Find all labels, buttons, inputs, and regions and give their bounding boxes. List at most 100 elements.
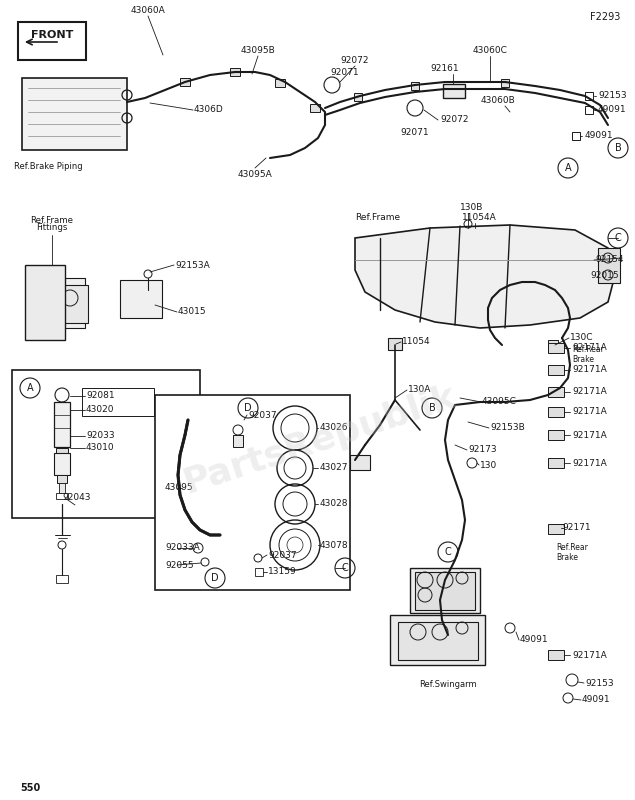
Text: 92171A: 92171A xyxy=(572,387,607,397)
Text: Ref.Swingarm: Ref.Swingarm xyxy=(419,680,477,689)
Text: A: A xyxy=(565,163,572,173)
Text: 13159: 13159 xyxy=(268,567,297,577)
Text: 130A: 130A xyxy=(408,386,431,394)
Bar xyxy=(585,106,593,114)
Text: 11054A: 11054A xyxy=(462,213,497,222)
Bar xyxy=(572,132,580,140)
Bar xyxy=(120,280,162,318)
Bar xyxy=(12,370,200,518)
Bar xyxy=(350,455,370,470)
Bar xyxy=(548,650,564,660)
Bar xyxy=(56,575,68,583)
Text: 130B: 130B xyxy=(460,203,483,212)
Text: 92071: 92071 xyxy=(331,68,359,77)
Bar xyxy=(398,622,478,660)
Bar xyxy=(548,407,564,417)
Text: 43095: 43095 xyxy=(165,483,194,493)
Text: 43095C: 43095C xyxy=(482,398,517,406)
Text: 92055: 92055 xyxy=(165,561,194,570)
Bar xyxy=(56,493,68,499)
Text: 92072: 92072 xyxy=(341,56,369,65)
Text: 92173: 92173 xyxy=(468,446,497,454)
Bar xyxy=(501,79,509,87)
Text: D: D xyxy=(244,403,252,413)
Bar xyxy=(548,524,564,534)
Text: C: C xyxy=(342,563,349,573)
Bar xyxy=(54,402,70,447)
Bar xyxy=(388,338,402,350)
Bar xyxy=(548,430,564,440)
Text: 49091: 49091 xyxy=(582,695,611,705)
Bar xyxy=(585,92,593,100)
Text: FRONT: FRONT xyxy=(31,30,73,40)
Text: 92037: 92037 xyxy=(268,550,297,559)
Bar xyxy=(22,78,127,150)
Text: 130C: 130C xyxy=(570,334,594,342)
Text: 49091: 49091 xyxy=(598,106,627,114)
Text: 92071: 92071 xyxy=(401,128,429,137)
Bar xyxy=(548,343,564,353)
Bar xyxy=(443,84,465,98)
Text: 92153: 92153 xyxy=(585,678,613,687)
Text: 43078: 43078 xyxy=(320,541,349,550)
Text: C: C xyxy=(615,233,622,243)
Text: B: B xyxy=(615,143,622,153)
Bar xyxy=(255,568,263,576)
Text: 43060A: 43060A xyxy=(131,6,165,15)
Text: 49091: 49091 xyxy=(520,635,549,645)
Text: 92171A: 92171A xyxy=(572,407,607,417)
Text: 92161: 92161 xyxy=(431,64,459,73)
Text: 92171: 92171 xyxy=(562,523,591,533)
Bar xyxy=(30,278,85,328)
Bar xyxy=(230,68,240,76)
Text: D: D xyxy=(211,573,219,583)
Text: 92171A: 92171A xyxy=(572,343,607,353)
Text: 92072: 92072 xyxy=(440,115,469,125)
Text: 92171A: 92171A xyxy=(572,458,607,467)
Bar xyxy=(233,435,243,447)
Bar xyxy=(410,568,480,613)
Text: 43028: 43028 xyxy=(320,499,349,509)
Bar xyxy=(548,458,564,468)
Text: 92171A: 92171A xyxy=(572,430,607,439)
Text: 43060C: 43060C xyxy=(472,46,507,55)
Text: 92081: 92081 xyxy=(86,391,115,401)
Text: 92153B: 92153B xyxy=(490,423,525,433)
Text: C: C xyxy=(444,547,451,557)
Text: Brake: Brake xyxy=(556,553,578,562)
Text: 92154: 92154 xyxy=(595,255,624,265)
Text: 43060B: 43060B xyxy=(481,96,516,105)
Text: 11054: 11054 xyxy=(402,338,431,346)
Text: 92015: 92015 xyxy=(590,270,618,279)
Bar xyxy=(59,483,65,493)
Bar xyxy=(54,453,70,475)
Text: Ref.Brake Piping: Ref.Brake Piping xyxy=(14,162,83,171)
Bar xyxy=(415,572,475,610)
Text: 43026: 43026 xyxy=(320,423,349,433)
Bar xyxy=(548,387,564,397)
Text: 4306D: 4306D xyxy=(194,106,224,114)
Bar xyxy=(354,93,362,101)
Text: 43010: 43010 xyxy=(86,443,115,453)
Text: 43095B: 43095B xyxy=(241,46,276,55)
Text: PartsRepublik: PartsRepublik xyxy=(179,380,461,500)
Text: 92171A: 92171A xyxy=(572,650,607,659)
Text: Fittings: Fittings xyxy=(36,223,68,232)
Bar xyxy=(82,388,154,416)
Text: Ref.Frame: Ref.Frame xyxy=(355,213,400,222)
Text: Ref.Rear: Ref.Rear xyxy=(556,543,588,553)
Bar xyxy=(548,340,558,352)
Text: 43020: 43020 xyxy=(86,406,114,414)
Text: B: B xyxy=(429,403,436,413)
Text: 43027: 43027 xyxy=(320,463,349,473)
Bar xyxy=(180,78,190,86)
Text: Brake: Brake xyxy=(572,355,594,365)
Text: 92033A: 92033A xyxy=(165,543,200,553)
Text: 550: 550 xyxy=(20,783,40,793)
Bar xyxy=(28,285,88,323)
Text: 43015: 43015 xyxy=(178,307,206,317)
Bar xyxy=(390,615,485,665)
Text: A: A xyxy=(27,383,33,393)
Bar xyxy=(57,475,67,483)
Bar xyxy=(155,395,350,590)
